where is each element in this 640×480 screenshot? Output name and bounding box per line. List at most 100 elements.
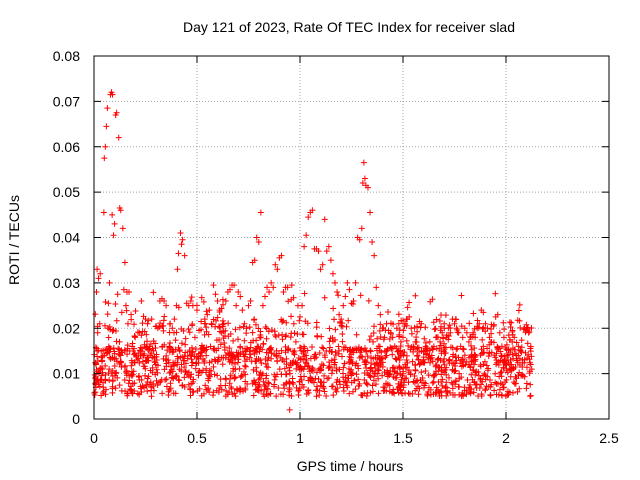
data-point-dense	[422, 339, 429, 346]
data-point-dense	[406, 299, 413, 306]
data-point	[360, 159, 367, 166]
data-point-dense	[202, 382, 209, 389]
data-point	[377, 311, 384, 318]
data-point	[340, 302, 347, 309]
data-point-dense	[298, 344, 305, 351]
data-point-dense	[513, 339, 520, 346]
y-tick-label: 0.02	[53, 320, 80, 336]
data-point-dense	[401, 323, 408, 330]
data-point-dense	[297, 373, 304, 380]
data-point-dense	[273, 393, 280, 400]
data-point-dense	[191, 353, 198, 360]
data-point-dense	[488, 330, 495, 337]
data-point-dense	[483, 383, 490, 390]
data-point-dense	[380, 336, 387, 343]
data-point-dense	[147, 341, 154, 348]
data-point-dense	[241, 337, 248, 344]
data-point-dense	[229, 391, 236, 398]
data-point-dense	[332, 326, 339, 333]
data-point	[268, 279, 275, 286]
data-point-dense	[131, 359, 138, 366]
data-point-dense	[374, 335, 381, 342]
data-point-dense	[138, 388, 145, 395]
data-point-dense	[374, 347, 381, 354]
data-point-dense	[143, 343, 150, 350]
data-point-dense	[468, 346, 475, 353]
data-point-dense	[137, 383, 144, 390]
data-point-dense	[415, 344, 422, 351]
data-point-dense	[219, 323, 226, 330]
data-point-dense	[208, 358, 215, 365]
data-point-dense	[492, 379, 499, 386]
data-point-dense	[371, 323, 378, 330]
data-point-dense	[329, 338, 336, 345]
data-point	[255, 239, 262, 246]
data-point-dense	[474, 317, 481, 324]
data-point-dense	[361, 390, 368, 397]
data-point-dense	[210, 363, 217, 370]
data-point-dense	[287, 362, 294, 369]
data-point-dense	[152, 371, 159, 378]
data-point-dense	[348, 366, 355, 373]
data-point	[110, 232, 117, 239]
data-point-dense	[121, 376, 128, 383]
y-tick-label: 0.08	[53, 48, 80, 64]
data-point	[315, 248, 322, 255]
data-point-dense	[247, 344, 254, 351]
data-point-dense	[203, 369, 210, 376]
data-point-dense	[523, 364, 530, 371]
data-point-dense	[295, 362, 302, 369]
data-point-dense	[396, 333, 403, 340]
data-point-dense	[370, 377, 377, 384]
data-point-dense	[507, 366, 514, 373]
data-point-dense	[386, 335, 393, 342]
data-point-dense	[359, 353, 366, 360]
data-point	[305, 214, 312, 221]
data-point-dense	[189, 322, 196, 329]
data-point-dense	[246, 324, 253, 331]
data-point-dense	[355, 382, 362, 389]
data-point-dense	[283, 332, 290, 339]
data-point	[144, 320, 151, 327]
data-point-dense	[418, 320, 425, 327]
data-point-dense	[397, 371, 404, 378]
data-point-dense	[305, 377, 312, 384]
data-point-dense	[403, 375, 410, 382]
data-point-dense	[513, 375, 520, 382]
data-point	[317, 266, 324, 273]
data-point-dense	[381, 384, 388, 391]
data-point-dense	[109, 377, 116, 384]
data-point-dense	[364, 369, 371, 376]
data-point-dense	[206, 373, 213, 380]
data-point-dense	[329, 367, 336, 374]
data-point-dense	[367, 374, 374, 381]
data-point-dense	[348, 372, 355, 379]
data-point-dense	[425, 389, 432, 396]
data-point-dense	[443, 379, 450, 386]
data-point	[178, 241, 185, 248]
data-point-dense	[413, 338, 420, 345]
data-point-dense	[510, 355, 517, 362]
data-point-dense	[217, 376, 224, 383]
data-point-dense	[468, 342, 475, 349]
data-point-dense	[205, 331, 212, 338]
data-point-dense	[103, 350, 110, 357]
data-point-dense	[136, 376, 143, 383]
data-point	[161, 298, 168, 305]
data-point	[297, 313, 303, 320]
data-point-dense	[470, 366, 477, 373]
data-point-dense	[403, 356, 410, 363]
data-point	[97, 270, 104, 277]
data-point-dense	[400, 370, 407, 377]
data-point-dense	[130, 368, 137, 375]
data-point-dense	[124, 351, 131, 358]
data-point-dense	[240, 323, 247, 330]
data-point-dense	[429, 379, 436, 386]
data-point-dense	[185, 381, 192, 388]
data-point	[222, 298, 229, 305]
data-point	[103, 123, 110, 130]
data-point	[270, 284, 277, 291]
data-point-dense	[262, 360, 269, 367]
data-point-dense	[181, 374, 188, 381]
data-point-dense	[212, 317, 219, 324]
